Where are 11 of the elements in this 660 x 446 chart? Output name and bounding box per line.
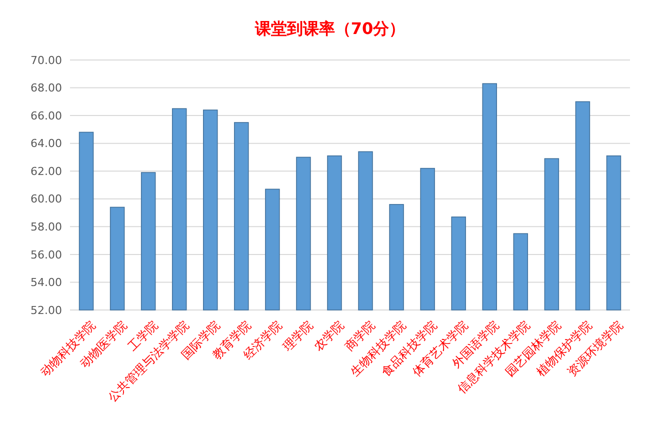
y-tick-label: 70.00 xyxy=(30,54,62,67)
chart-title: 课堂到课率（70分） xyxy=(254,19,406,38)
y-tick-label: 64.00 xyxy=(30,137,62,150)
y-tick-label: 56.00 xyxy=(30,248,62,262)
y-tick-label: 60.00 xyxy=(30,192,62,206)
y-tick-label: 62.00 xyxy=(30,164,62,178)
y-tick-label: 66.00 xyxy=(30,109,62,122)
y-tick-label: 52.00 xyxy=(30,304,62,317)
y-tick-label: 54.00 xyxy=(30,276,62,290)
y-tick-label: 58.00 xyxy=(30,220,62,234)
y-tick-label: 68.00 xyxy=(30,82,62,95)
